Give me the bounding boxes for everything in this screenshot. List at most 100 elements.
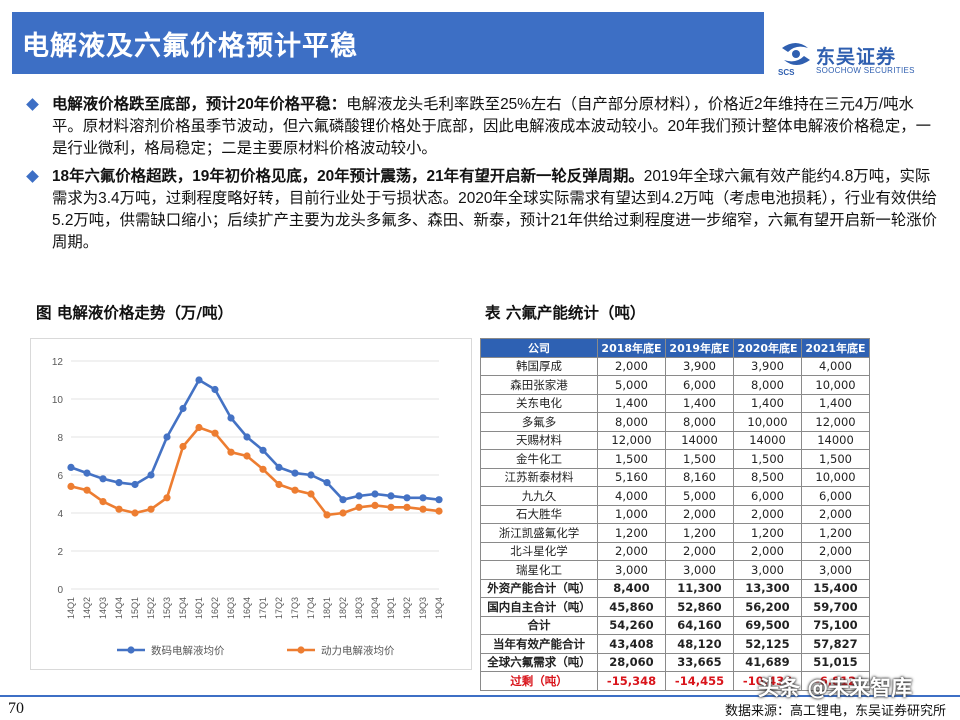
data-point [131,509,139,517]
x-tick-label: 14Q3 [98,597,108,619]
x-tick-label: 17Q2 [274,597,284,619]
table-cell: -14,455 [665,671,734,691]
table-cell: 5,160 [597,467,666,487]
table-row: 浙江凯盛氟化学 1,200 1,200 1,200 1,200 [480,523,870,543]
table-cell: -15,348 [597,671,666,691]
data-point [307,471,315,479]
table-row: 全球六氟需求（吨） 28,060 33,665 41,689 51,015 [480,652,870,672]
table-cell: 52,860 [665,597,734,617]
legend-label: 数码电解液均价 [151,644,225,657]
data-point [99,475,107,483]
table-cell: 56,200 [733,597,802,617]
table-cell: 14000 [665,430,734,450]
table-cell: 52,125 [733,634,802,654]
bullet-item: 电解液价格跌至底部，预计20年价格平稳：电解液龙头毛利率跌至25%左右（自产部分… [24,94,944,160]
table-row-label: 石大胜华 [480,504,598,524]
table-row-label: 国内自主合计（吨） [480,597,598,617]
table-row: 当年有效产能合计 43,408 48,120 52,125 57,827 [480,634,870,654]
table-cell: 3,900 [733,356,802,376]
data-source: 数据来源：高工锂电，东吴证券研究所 [724,704,946,719]
table-cell: 5,000 [665,486,734,506]
table-cell: 3,000 [597,560,666,580]
table-row: 九九久 4,000 5,000 6,000 6,000 [480,486,870,506]
line-chart: 0 2 4 6 8 10 12 14Q1 14Q2 14Q3 14Q4 15Q1 15Q2 15Q3 15Q… [30,338,472,670]
y-tick-label: 12 [52,357,64,368]
x-tick-label: 14Q1 [66,597,76,619]
table-cell: 3,900 [665,356,734,376]
table-row: 韩国厚成 2,000 3,900 3,900 4,000 [480,356,870,376]
data-point [179,404,187,413]
chart-svg: 0 2 4 6 8 10 12 14Q1 14Q2 14Q3 14Q4 15Q1 15Q2 15Q3 15Q… [52,357,444,657]
logo-name: 东吴证券 [816,46,897,68]
company-logo: SCS 东吴证券 SOOCHOW SECURITIES [776,38,946,78]
data-point [195,423,203,432]
page-title: 电解液及六氟价格预计平稳 [22,31,358,62]
table-row: 天赐材料 12,000 14000 14000 14000 [480,430,870,450]
bullet-item: 18年六氟价格超跌，19年初价格见底，20年预计震荡，21年有望开启新一轮反弹周… [24,166,944,254]
table-cell: 6,000 [733,486,802,506]
table-cell: 8,400 [597,578,666,598]
table-cell: 14000 [733,430,802,450]
data-point [339,509,347,517]
data-point [227,448,235,456]
data-point [355,492,363,500]
table-header-cell: 公司 [480,338,598,358]
table-cell: 43,408 [597,634,666,654]
table-row: 国内自主合计（吨） 45,860 52,860 56,200 59,700 [480,597,870,617]
data-point [387,492,395,500]
x-tick-label: 16Q1 [194,597,204,619]
data-point [67,463,75,471]
table-cell: 11,300 [665,578,734,598]
table-row: 过剩（吨） -15,348 -14,455 -10,436 -6,812 [480,671,870,691]
table-cell: 1,200 [801,523,870,543]
header-bar [12,12,764,74]
bullet-text: 2019年全球六氟有效产能约4.8万吨，实际需求为3.4万吨，过剩程度略好转，目… [52,168,938,251]
data-point [83,469,91,477]
table-row: 合计 54,260 64,160 69,500 75,100 [480,615,870,635]
table-cell: 8,000 [665,412,734,432]
y-tick-label: 2 [57,547,63,558]
table-cell: 13,300 [733,578,802,598]
table-header-row: 公司 2018年底E 2019年底E 2020年底E 2021年底E [480,338,870,358]
table-cell: 1,200 [733,523,802,543]
data-point [371,501,379,509]
data-point [323,511,331,519]
logo-subtitle: SOOCHOW SECURITIES [816,66,915,75]
y-tick-label: 6 [57,471,63,482]
table-row: 多氟多 8,000 8,000 10,000 12,000 [480,412,870,432]
table-cell: 1,000 [597,504,666,524]
table-cell: 4,000 [801,356,870,376]
data-point [275,480,283,489]
y-tick-label: 8 [57,433,63,444]
page-number: 70 [8,700,24,717]
data-point [243,433,251,441]
logo-mark-icon [782,43,810,65]
legend-marker [127,646,135,654]
logo-abbr: SCS [778,68,795,77]
table-cell: 28,060 [597,652,666,672]
data-point [163,433,171,441]
table-row-label: 过剩（吨） [480,671,598,691]
data-point [243,452,251,460]
table-cell: 45,860 [597,597,666,617]
data-point [211,429,219,437]
data-point [339,496,347,504]
bullet-text: 电解液龙头毛利率跌至25%左右（自产部分原材料），价格近2年维持在三元4万/吨水… [52,96,931,157]
data-point [403,503,411,511]
table-cell: 1,400 [597,393,666,413]
table-row-label: 九九久 [480,486,598,506]
data-point [355,503,363,511]
table-header-cell: 2021年底E [801,338,870,358]
table-cell: 12,000 [801,412,870,432]
legend-label: 动力电解液均价 [321,644,395,657]
table-cell: 1,200 [665,523,734,543]
watermark: 头条 @未来智库 [758,676,913,700]
table-cell: 1,400 [733,393,802,413]
bullet-heading: 18年六氟价格超跌，19年初价格见底，20年预计震荡，21年有望开启新一轮反弹周… [52,168,644,185]
series-line [70,426,440,517]
bullet-heading: 电解液价格跌至底部，预计20年价格平稳： [52,96,347,113]
table-cell: 2,000 [597,541,666,561]
data-point [67,482,75,490]
table-row-label: 江苏新泰材料 [480,467,598,487]
data-point [291,486,299,494]
